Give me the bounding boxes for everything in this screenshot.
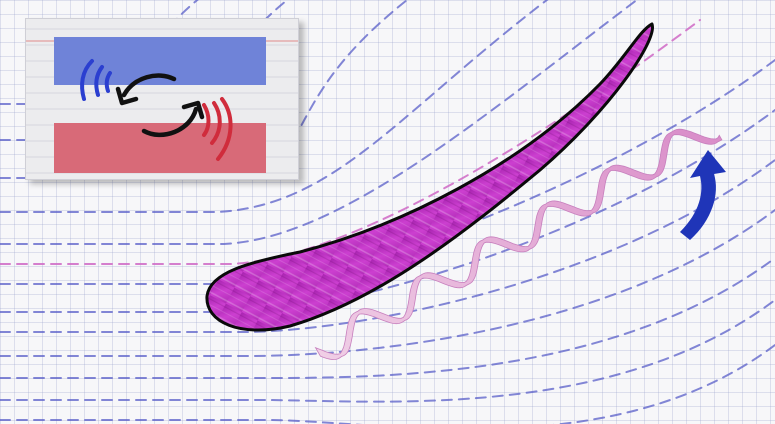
vortex-ribbon xyxy=(314,128,723,361)
inset-diagram xyxy=(26,28,298,174)
streamline xyxy=(0,0,549,213)
streamline xyxy=(0,299,775,403)
inset-blue-band xyxy=(54,37,266,85)
inset-blue-arcs xyxy=(80,59,112,101)
vortex-ribbon-band xyxy=(314,128,723,361)
inset-red-band xyxy=(54,123,266,173)
streamline xyxy=(0,209,775,357)
circular-arrows-icon xyxy=(115,73,205,138)
streamline xyxy=(0,0,639,245)
airfoil xyxy=(205,22,654,332)
streamline xyxy=(0,344,775,424)
inset-red-arcs xyxy=(202,97,233,161)
inset-panel xyxy=(25,18,299,180)
curved-up-arrow-icon xyxy=(680,150,726,240)
